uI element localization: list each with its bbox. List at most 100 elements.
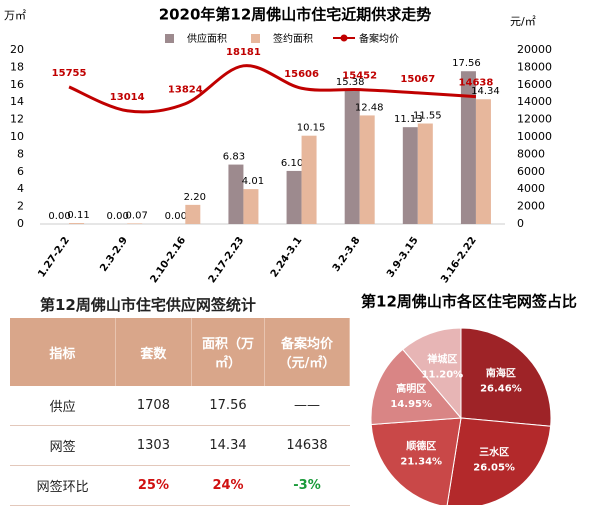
value-label: 17.56 xyxy=(452,58,481,69)
y-tick-label: 18 xyxy=(10,60,24,73)
legend-label: 供应面积 xyxy=(187,32,227,45)
y-tick-label: 16 xyxy=(10,78,24,91)
y-tick-label: 0 xyxy=(17,217,24,230)
header-row: 指标 套数 面积（万㎡） 备案均价（元/㎡） xyxy=(10,318,350,386)
row: 供应 1708 17.56 —— xyxy=(10,386,350,426)
pie-slice xyxy=(446,417,552,505)
value-label: 6.10 xyxy=(281,158,303,169)
y-tick-label: 14 xyxy=(10,95,24,108)
value-label: 0.11 xyxy=(67,210,89,221)
pie-slice xyxy=(402,327,462,420)
value-label: 11.55 xyxy=(413,111,442,122)
cell: 25% xyxy=(115,465,192,506)
price-label: 15755 xyxy=(52,68,87,79)
y2-tick-label: 0 xyxy=(517,217,524,230)
value-label: 0.00 xyxy=(165,211,187,222)
y2-tick-label: 12000 xyxy=(517,113,552,126)
price-label: 14638 xyxy=(459,78,494,89)
slice-label: 26.46% xyxy=(480,384,522,395)
x-tick-label: 2.3-2.9 xyxy=(98,235,130,274)
bar xyxy=(286,170,302,224)
y2-tick-label: 18000 xyxy=(517,60,552,73)
slice-name: 高明区 xyxy=(396,382,426,395)
x-tick-label: 3.9-3.15 xyxy=(385,235,421,279)
bar xyxy=(402,127,418,224)
pie-slice xyxy=(370,417,462,505)
y2-tick-label: 8000 xyxy=(517,147,545,160)
value-label: 2.20 xyxy=(184,192,206,203)
y2-tick-label: 16000 xyxy=(517,78,552,91)
bar xyxy=(460,71,476,224)
slice-name: 南海区 xyxy=(486,367,516,380)
y-tick-label: 2 xyxy=(17,200,24,213)
y-axis-label: 万㎡ xyxy=(4,9,26,22)
value-label: 0.07 xyxy=(126,210,148,221)
cell: 网签 xyxy=(10,425,116,466)
slice-name: 禅城区 xyxy=(426,352,457,365)
y-tick-label: 20 xyxy=(10,43,24,56)
legend-label: 签约面积 xyxy=(273,32,313,45)
value-label: 14.34 xyxy=(471,86,500,97)
y-tick-label: 10 xyxy=(10,130,24,143)
slice-label: 11.20% xyxy=(422,369,464,380)
cell: 网签环比 xyxy=(10,465,116,506)
x-tick-label: 1.27-2.2 xyxy=(36,235,72,279)
legend-swatch xyxy=(251,34,260,43)
value-label: 12.48 xyxy=(355,102,384,113)
header-cell: 指标 xyxy=(10,318,116,386)
bar xyxy=(417,123,433,224)
cell: 24% xyxy=(191,465,265,506)
y2-tick-label: 10000 xyxy=(517,130,552,143)
price-label: 13824 xyxy=(168,85,203,96)
value-label: 4.01 xyxy=(242,176,264,187)
cell: 1303 xyxy=(115,425,192,466)
slice-name: 三水区 xyxy=(479,446,509,459)
price-label: 18181 xyxy=(226,47,261,58)
x-tick-label: 2.10-2.16 xyxy=(149,235,189,285)
y-tick-label: 8 xyxy=(17,147,24,160)
cell: 14638 xyxy=(264,425,350,466)
price-line xyxy=(68,64,477,114)
cell: —— xyxy=(264,386,350,426)
y-tick-label: 6 xyxy=(17,165,24,178)
pie-slice xyxy=(460,327,552,427)
value-label: 11.13 xyxy=(394,114,423,125)
value-label: 10.15 xyxy=(297,123,326,134)
legend-label: 备案均价 xyxy=(359,32,399,45)
bar xyxy=(243,189,259,224)
slice-label: 14.95% xyxy=(390,399,432,410)
x-tick-label: 2.17-2.23 xyxy=(207,235,247,285)
bar xyxy=(475,99,491,224)
stats-table: 指标 套数 面积（万㎡） 备案均价（元/㎡） 供应 1708 17.56 —— 网签 1… xyxy=(10,318,350,506)
header-cell: 备案均价（元/㎡） xyxy=(264,318,350,386)
pie-title: 第12周佛山市各区住宅网签占比 xyxy=(361,293,577,311)
cell: 14.34 xyxy=(191,425,265,466)
legend-swatch xyxy=(165,34,174,43)
header-cell: 面积（万㎡） xyxy=(191,318,265,386)
bar xyxy=(228,164,244,224)
bar xyxy=(359,115,375,224)
price-label: 15067 xyxy=(400,74,435,85)
bar xyxy=(344,90,360,224)
row: 网签环比 25% 24% -3% xyxy=(10,465,350,506)
combo-chart: 2020年第12周佛山市住宅近期供求走势 万㎡ 元/㎡ 0 2 4 6 8 10 12 14 1… xyxy=(4,6,552,286)
cell: -3% xyxy=(264,465,350,506)
price-label: 15606 xyxy=(284,69,319,80)
y2-tick-label: 4000 xyxy=(517,182,545,195)
x-tick-label: 2.24-3.1 xyxy=(269,235,305,279)
pie-chart: 第12周佛山市各区住宅网签占比 南海区 26.46% 三水区 26.05% 顺德区 21.… xyxy=(361,293,577,505)
x-tick-label: 3.2-3.8 xyxy=(331,235,363,274)
y-tick-label: 4 xyxy=(17,182,24,195)
x-tick-label: 3.16-2.22 xyxy=(439,235,479,285)
pie-slice xyxy=(370,348,463,426)
table-title: 第12周佛山市住宅供应网签统计 xyxy=(40,296,256,314)
price-label: 15452 xyxy=(342,71,377,82)
legend-dot xyxy=(340,34,348,42)
y2-axis-label: 元/㎡ xyxy=(510,15,536,28)
y2-tick-label: 20000 xyxy=(517,43,552,56)
row: 网签 1303 14.34 14638 xyxy=(10,425,350,466)
bar xyxy=(185,204,201,224)
slice-name: 顺德区 xyxy=(406,440,436,453)
bar xyxy=(127,223,143,224)
